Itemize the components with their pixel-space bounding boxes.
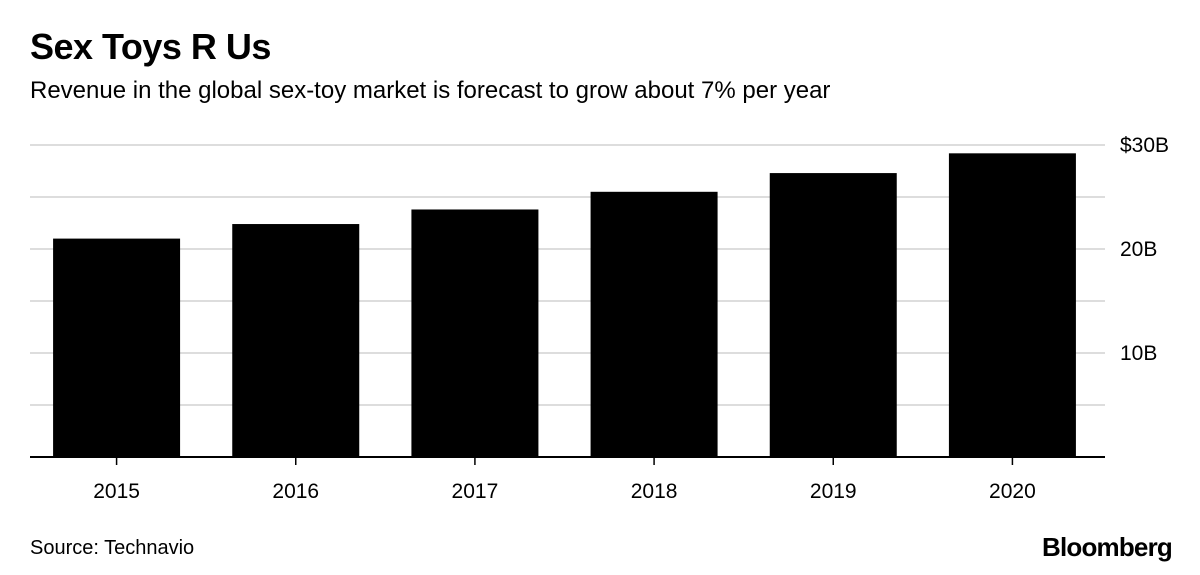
gridlines [30, 144, 1105, 406]
bar-2017 [411, 209, 539, 457]
bar-2020 [948, 153, 1076, 457]
x-tick-label: 2018 [631, 480, 678, 503]
bloomberg-logo: Bloomberg [1041, 532, 1173, 562]
y-tick-label: 10B [1120, 342, 1157, 365]
source-note: Source: Technavio [30, 537, 195, 559]
y-tick-label: 20B [1120, 238, 1157, 261]
y-tick-label: $30B [1120, 134, 1169, 157]
bar-2019 [769, 173, 897, 457]
bar-2018 [590, 191, 718, 458]
x-tick-label: 2017 [452, 480, 499, 503]
x-tick-label: 2016 [272, 480, 319, 503]
bar-2015 [53, 238, 181, 457]
bars [53, 153, 1076, 458]
axes: 10B 20B $30B 2015 2016 2017 2018 2019 2020 [30, 134, 1169, 503]
chart-subtitle: Revenue in the global sex-toy market is … [30, 77, 831, 104]
bar-2016 [232, 224, 360, 457]
x-tick-label: 2020 [989, 480, 1036, 503]
x-tick-label: 2019 [810, 480, 857, 503]
x-tick-label: 2015 [93, 480, 140, 503]
chart-title: Sex Toys R Us [30, 26, 271, 67]
